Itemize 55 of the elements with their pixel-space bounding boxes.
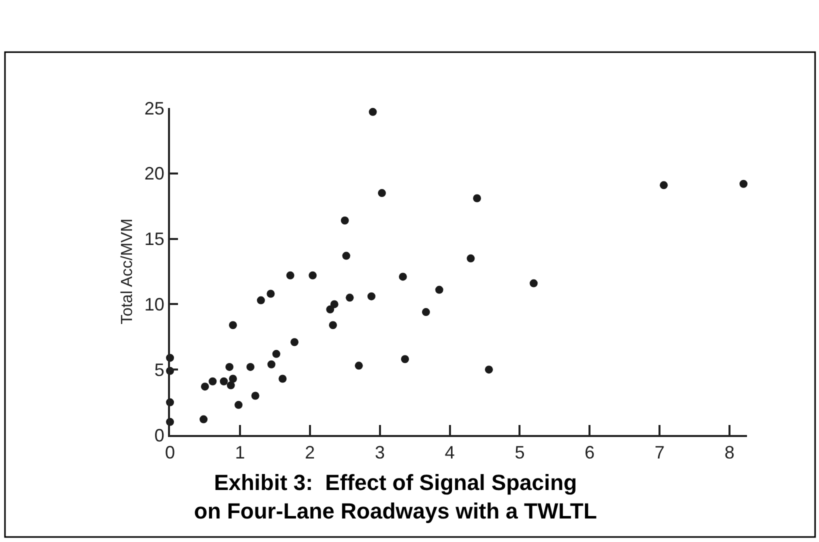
point: [367, 292, 376, 300]
point: [530, 279, 538, 288]
y-tick-label: 0: [154, 425, 164, 446]
point: [200, 415, 208, 424]
point: [256, 296, 265, 304]
point: [228, 321, 237, 330]
point: [326, 305, 334, 314]
point: [422, 308, 430, 316]
x-tick-label: 1: [234, 442, 245, 463]
y-tick-label: 25: [144, 98, 164, 118]
point: [208, 377, 217, 386]
point: [368, 108, 377, 116]
point: [228, 374, 237, 383]
point: [660, 181, 668, 190]
point: [473, 194, 482, 202]
point: [220, 377, 228, 386]
point: [286, 271, 294, 280]
point: [340, 216, 349, 224]
point: [398, 272, 407, 281]
y-tick-label: 20: [144, 164, 164, 184]
point: [290, 338, 298, 346]
point: [484, 366, 493, 374]
point: [272, 350, 280, 358]
point: [328, 321, 337, 330]
x-tick-label: 2: [304, 442, 315, 463]
y-tick-label: 10: [144, 294, 164, 314]
point: [354, 362, 363, 370]
point: [251, 392, 260, 400]
point: [378, 189, 386, 198]
point: [266, 290, 275, 298]
y-tick-label: 5: [154, 360, 164, 380]
point: [740, 180, 748, 188]
point: [466, 254, 475, 262]
point: [342, 252, 350, 260]
x-tick-label: 3: [374, 442, 385, 463]
x-tick-label: 5: [514, 442, 525, 463]
y-tick-label: 15: [144, 229, 164, 250]
point: [278, 374, 287, 383]
point: [435, 286, 444, 294]
text: Exhibit 3: Effect of Signal Spacing on Four-Lane Roadways with a TWLTL: [194, 470, 597, 524]
point: [234, 400, 243, 409]
point: [225, 362, 234, 371]
x-tick-label: 6: [584, 442, 595, 463]
point: [401, 355, 409, 364]
y-axis-title: Total Acc/MVM: [118, 218, 136, 324]
x-tick-label: 4: [444, 442, 455, 463]
point: [330, 300, 338, 308]
point: [267, 360, 276, 368]
point: [246, 362, 254, 371]
point: [346, 294, 354, 302]
point: [200, 382, 209, 391]
x-tick-label: 7: [654, 442, 665, 463]
x-tick-label: 8: [724, 442, 735, 463]
point: [308, 271, 317, 280]
point: [226, 381, 235, 390]
